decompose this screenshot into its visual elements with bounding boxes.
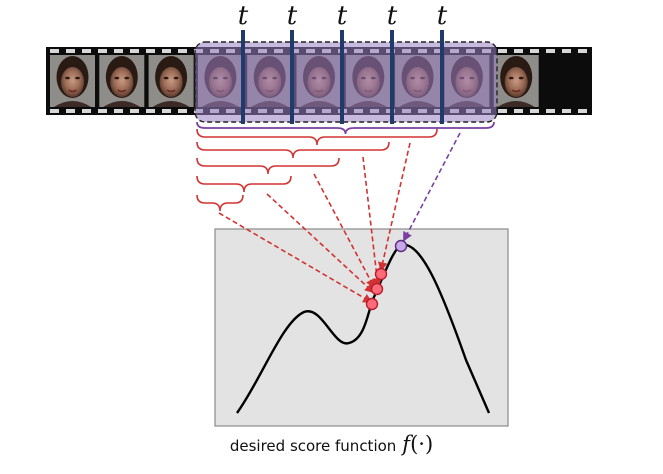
perforation-bottom xyxy=(578,109,587,113)
perforation-bottom xyxy=(562,109,571,113)
perforation-top xyxy=(162,49,171,53)
caption: desired score function f(·) xyxy=(0,432,663,456)
partial-bracket xyxy=(196,194,244,212)
perforation-bottom xyxy=(114,109,123,113)
time-marker-label: t xyxy=(287,1,298,31)
perforation-bottom xyxy=(82,109,91,113)
perforation-top xyxy=(530,49,539,53)
perforation-top xyxy=(146,49,155,53)
partial-bracket xyxy=(196,157,340,175)
film-frame xyxy=(148,55,194,107)
film-frame xyxy=(493,55,539,107)
arrow-partial-5 xyxy=(378,142,411,272)
function-symbol: f xyxy=(402,432,411,456)
perforation-bottom xyxy=(514,109,523,113)
time-marker-label: t xyxy=(387,1,398,31)
perforation-top xyxy=(562,49,571,53)
function-args: (·) xyxy=(410,432,434,456)
partial-point-high xyxy=(374,267,388,281)
perforation-top xyxy=(82,49,91,53)
time-marker-label: t xyxy=(437,1,448,31)
arrow-partial-4 xyxy=(362,156,382,288)
perforation-top xyxy=(66,49,75,53)
arrow-partial-3 xyxy=(313,173,375,289)
arrow-full xyxy=(403,132,461,242)
score-plot xyxy=(214,228,509,427)
perforation-bottom xyxy=(130,109,139,113)
partial-bracket xyxy=(196,141,390,159)
perforation-top xyxy=(98,49,107,53)
perforation-bottom xyxy=(98,109,107,113)
film-frame xyxy=(50,55,95,107)
full-point xyxy=(394,239,408,253)
mapping-arrows xyxy=(218,132,461,303)
perforation-top xyxy=(498,49,507,53)
score-curve xyxy=(236,243,491,414)
perforation-top xyxy=(178,49,187,53)
partial-point-low xyxy=(365,297,379,311)
perforation-bottom xyxy=(162,109,171,113)
perforation-top xyxy=(50,49,59,53)
perforation-bottom xyxy=(66,109,75,113)
plot-background xyxy=(214,228,509,427)
perforation-bottom xyxy=(530,109,539,113)
caption-text: desired score function xyxy=(229,437,397,455)
perforation-bottom xyxy=(146,109,155,113)
full-bracket xyxy=(196,121,495,135)
perforation-bottom xyxy=(178,109,187,113)
selected-window xyxy=(194,41,498,123)
perforation-bottom xyxy=(498,109,507,113)
perforation-bottom xyxy=(546,109,555,113)
perforation-top xyxy=(114,49,123,53)
arrow-partial-2 xyxy=(266,193,375,294)
perforation-bottom xyxy=(50,109,59,113)
perforation-top xyxy=(514,49,523,53)
film-frame xyxy=(99,55,145,107)
partial-bracket xyxy=(196,175,292,193)
perforation-top xyxy=(130,49,139,53)
partial-point-mid xyxy=(370,282,384,296)
perforation-top xyxy=(578,49,587,53)
score-points xyxy=(365,239,408,311)
subsequence-brackets xyxy=(196,121,495,212)
time-marker-label: t xyxy=(238,1,249,31)
arrow-partial-1 xyxy=(218,212,373,303)
time-marker-label: t xyxy=(337,1,348,31)
perforation-top xyxy=(546,49,555,53)
partial-bracket xyxy=(196,128,438,146)
